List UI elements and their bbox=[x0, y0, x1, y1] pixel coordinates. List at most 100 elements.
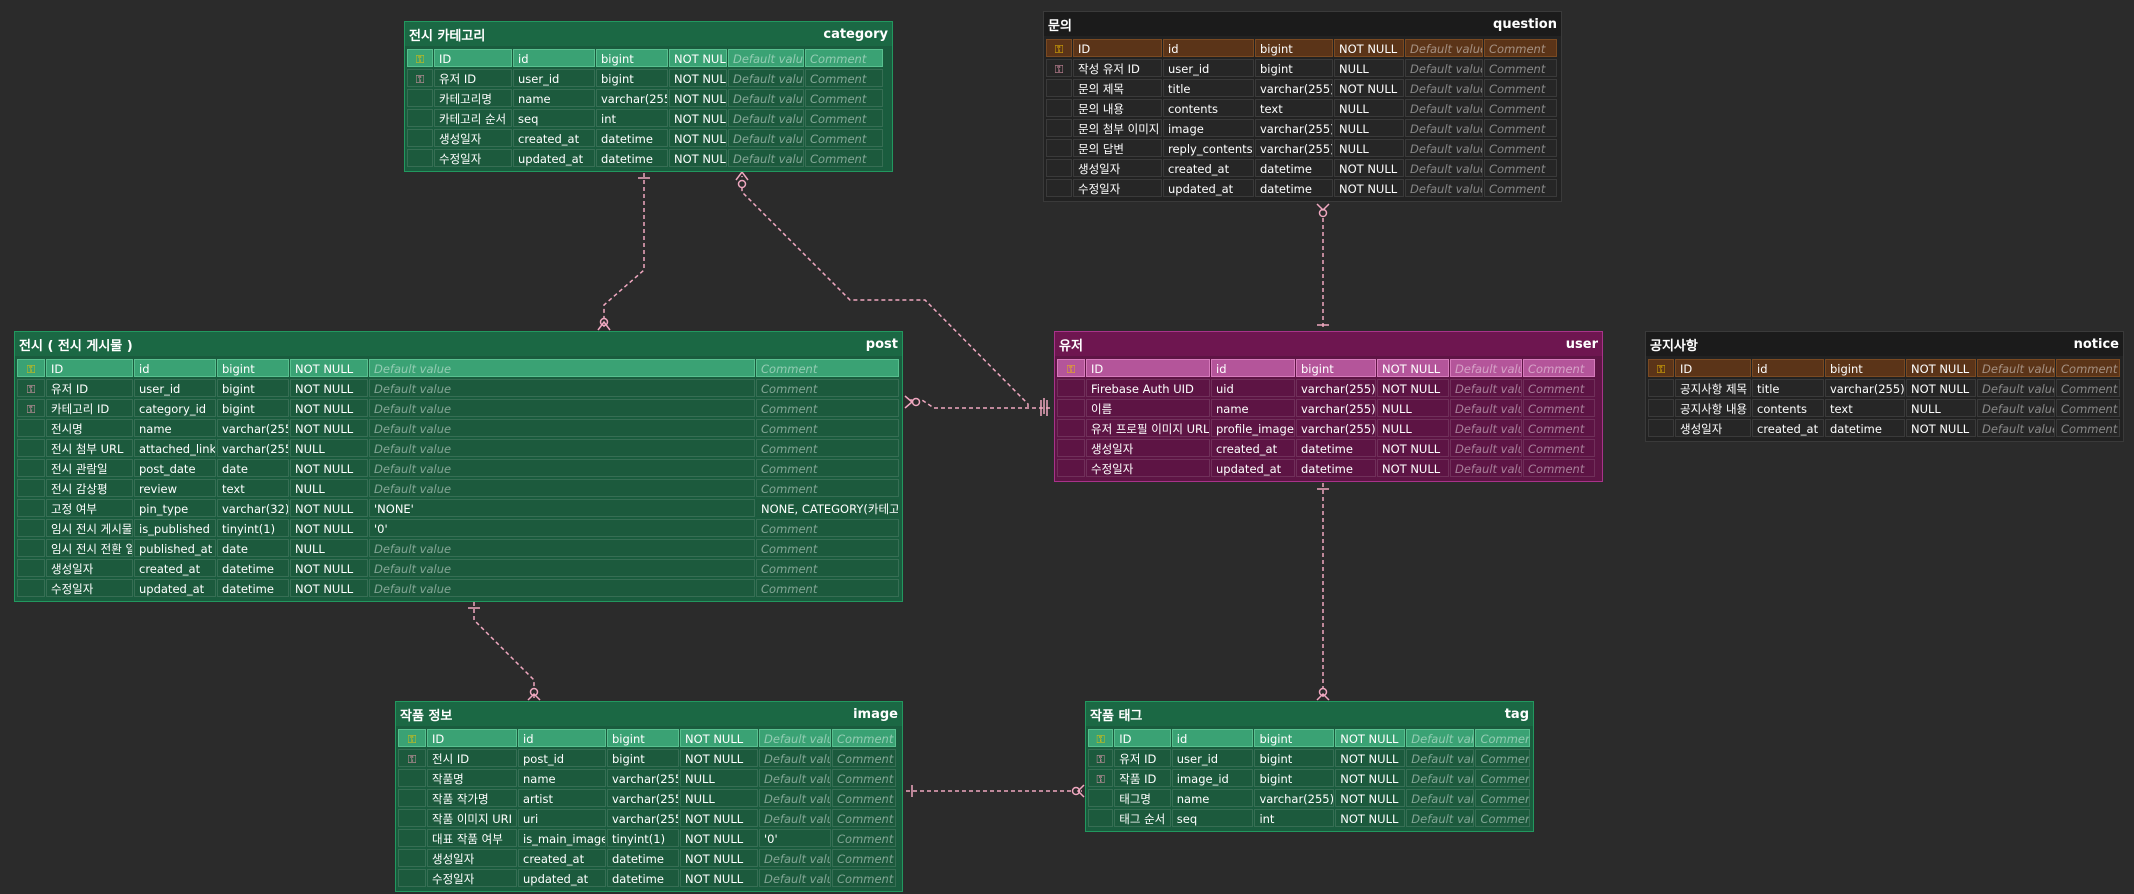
cell-default: Default value bbox=[369, 459, 755, 477]
table-row[interactable]: 전시 감상평 review text NULL Default value Comment bbox=[17, 478, 900, 498]
table-title: 전시 ( 전시 게시물 ) bbox=[19, 338, 133, 354]
cell-default: Default value bbox=[1406, 789, 1475, 807]
cell-comment: Comment bbox=[832, 789, 896, 807]
key-cell bbox=[1046, 179, 1072, 197]
table-name: notice bbox=[2073, 336, 2119, 352]
table-row[interactable]: 공지사항 내용 contents text NULL Default value Comm… bbox=[1648, 398, 2121, 418]
cell-column: user_id bbox=[1171, 749, 1254, 767]
cell-comment: Comment bbox=[2056, 419, 2120, 437]
cell-label: 유저 ID bbox=[1114, 749, 1171, 767]
table-row[interactable]: 공지사항 제목 title varchar(255) NOT NULL Default … bbox=[1648, 378, 2121, 398]
cell-nullability: NOT NULL bbox=[290, 399, 368, 417]
table-row[interactable]: ⚿ 카테고리 ID category_id bigint NOT NULL Default… bbox=[17, 398, 900, 418]
cell-column: profile_image bbox=[1211, 419, 1295, 437]
table-image[interactable]: 작품 정보 image ⚿ ID id bigint NOT NULL Default v… bbox=[395, 701, 903, 892]
table-row[interactable]: 전시 관람일 post_date date NOT NULL Default value… bbox=[17, 458, 900, 478]
cell-comment: Comment bbox=[1475, 769, 1530, 787]
cell-type: varchar(255) bbox=[1255, 119, 1333, 137]
cell-label: 생성일자 bbox=[434, 129, 512, 147]
cell-label: 태그명 bbox=[1114, 789, 1171, 807]
table-row[interactable]: 대표 작품 여부 is_main_image tinyint(1) NOT NULL '… bbox=[398, 828, 900, 848]
table-row[interactable]: 생성일자 created_at datetime NOT NULL Default va… bbox=[17, 558, 900, 578]
cell-label: 작품 작가명 bbox=[427, 789, 517, 807]
table-row[interactable]: 수정일자 updated_at datetime NOT NULL Default va… bbox=[1057, 458, 1600, 478]
table-name: tag bbox=[1504, 706, 1529, 722]
cell-type: bigint bbox=[596, 69, 668, 87]
table-notice[interactable]: 공지사항 notice ⚿ ID id bigint NOT NULL Default v… bbox=[1645, 331, 2124, 442]
key-cell bbox=[398, 829, 426, 847]
cell-comment: Comment bbox=[805, 129, 883, 147]
cell-nullability: NOT NULL bbox=[1335, 729, 1406, 747]
cell-nullability: NOT NULL bbox=[1377, 379, 1449, 397]
cell-default: Default value bbox=[728, 89, 804, 107]
key-cell bbox=[398, 789, 426, 807]
cell-label: 고정 여부 bbox=[46, 499, 133, 517]
table-question[interactable]: 문의 question ⚿ ID id bigint NOT NULL Default v… bbox=[1043, 11, 1562, 202]
cell-type: datetime bbox=[1296, 439, 1376, 457]
cell-type: int bbox=[1254, 809, 1335, 827]
table-row[interactable]: 유저 프로필 이미지 URL profile_image varchar(255) N… bbox=[1057, 418, 1600, 438]
table-row[interactable]: 생성일자 created_at datetime NOT NULL Default va… bbox=[1046, 158, 1559, 178]
table-row[interactable]: 수정일자 updated_at datetime NOT NULL Default va… bbox=[407, 148, 890, 168]
table-row[interactable]: 수정일자 updated_at datetime NOT NULL Default va… bbox=[17, 578, 900, 598]
cell-default: Default value bbox=[728, 149, 804, 167]
cell-comment: Comment bbox=[1523, 439, 1595, 457]
table-row[interactable]: 고정 여부 pin_type varchar(32) NOT NULL 'NONE' NO… bbox=[17, 498, 900, 518]
table-row[interactable]: 생성일자 created_at datetime NOT NULL Default va… bbox=[407, 128, 890, 148]
cell-label: ID bbox=[1086, 359, 1210, 377]
cell-nullability: NOT NULL bbox=[1377, 439, 1449, 457]
table-row[interactable]: 문의 제목 title varchar(255) NOT NULL Default va… bbox=[1046, 78, 1559, 98]
table-row[interactable]: 카테고리 순서 seq int NOT NULL Default value Commen… bbox=[407, 108, 890, 128]
table-row[interactable]: ⚿ 작성 유저 ID user_id bigint NULL Default value C… bbox=[1046, 58, 1559, 78]
table-row[interactable]: 전시 첨부 URLattached_linkvarchar(255)NULLDe… bbox=[17, 438, 900, 458]
key-cell bbox=[1088, 789, 1114, 807]
table-row[interactable]: 생성일자 created_at datetime NOT NULL Default va… bbox=[1057, 438, 1600, 458]
table-row[interactable]: 문의 내용 contents text NULL Default value Commen… bbox=[1046, 98, 1559, 118]
table-row[interactable]: 문의 답변 reply_contents varchar(255) NULL Defau… bbox=[1046, 138, 1559, 158]
cell-column: contents bbox=[1163, 99, 1254, 117]
key-cell bbox=[1057, 439, 1085, 457]
table-row[interactable]: Firebase Auth UID uid varchar(255) NOT NULL… bbox=[1057, 378, 1600, 398]
table-row[interactable]: 수정일자 updated_at datetime NOT NULL Default va… bbox=[398, 868, 900, 888]
cell-type: varchar(255) bbox=[607, 809, 679, 827]
key-cell: ⚿ bbox=[407, 69, 433, 87]
table-row[interactable]: 수정일자 updated_at datetime NOT NULL Default va… bbox=[1046, 178, 1559, 198]
cell-type: datetime bbox=[607, 849, 679, 867]
cell-nullability: NULL bbox=[1334, 99, 1404, 117]
table-post[interactable]: 전시 ( 전시 게시물 ) post ⚿ ID id bigint NOT NULL De… bbox=[14, 331, 903, 602]
table-row[interactable]: 생성일자 created_at datetime NOT NULL Default va… bbox=[398, 848, 900, 868]
cell-type: varchar(255) bbox=[1255, 139, 1333, 157]
many-marker bbox=[904, 395, 914, 409]
cell-comment: Comment bbox=[1475, 789, 1530, 807]
table-row[interactable]: 문의 첨부 이미지 image varchar(255) NULL Default va… bbox=[1046, 118, 1559, 138]
table-category[interactable]: 전시 카테고리 category ⚿ ID id bigint NOT NULL Defa… bbox=[404, 21, 893, 172]
cell-nullability: NOT NULL bbox=[1906, 359, 1976, 377]
table-row[interactable]: 생성일자 created_at datetime NOT NULL Default va… bbox=[1648, 418, 2121, 438]
cell-column: id bbox=[1752, 359, 1824, 377]
cell-nullability: NOT NULL bbox=[669, 109, 727, 127]
